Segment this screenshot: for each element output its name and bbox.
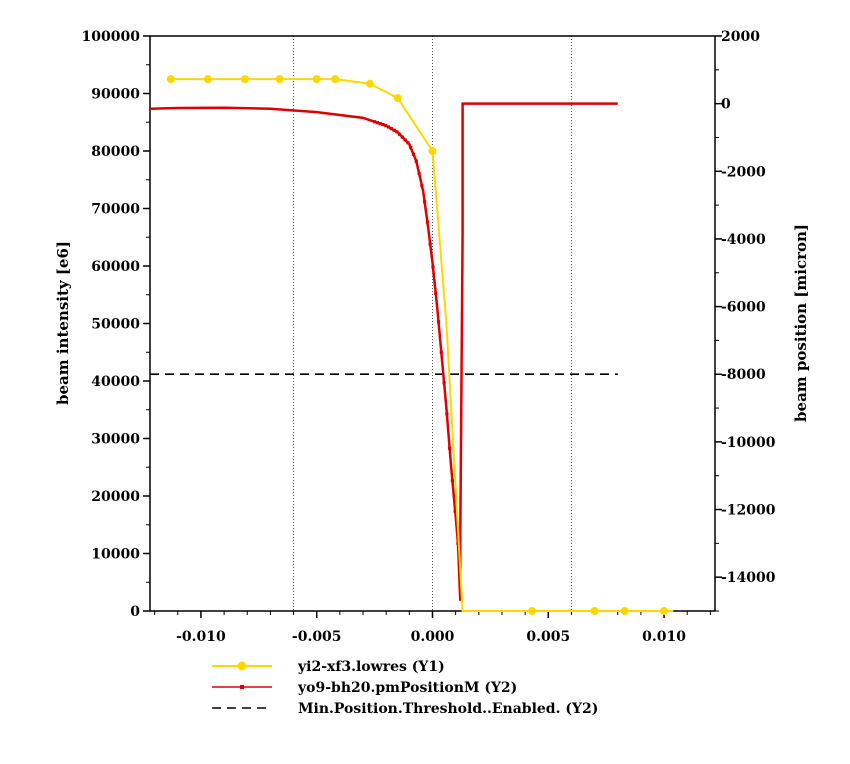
series-layer	[149, 75, 674, 615]
legend-label: yi2-xf3.lowres (Y1)	[297, 659, 445, 675]
x-tick-label: 0.010	[642, 629, 686, 645]
series-position-point	[392, 128, 396, 132]
vertical-gridlines	[293, 36, 572, 611]
series-intensity-point	[331, 75, 340, 84]
series-position-point	[395, 130, 399, 134]
series-position-point	[448, 446, 452, 450]
y2-axis: 2000 0 -2000 -4000 -6000 -8000 -10000 -12000 -14…	[715, 29, 776, 612]
series-position-point	[414, 159, 418, 163]
plot-frame	[149, 35, 716, 612]
y1-tick-label: 20000	[91, 489, 140, 505]
legend-marker	[237, 661, 247, 671]
legend-marker	[240, 685, 244, 689]
series-position-point	[403, 138, 407, 142]
legend-label: yo9-bh20.pmPositionM (Y2)	[297, 680, 517, 696]
series-position-point	[420, 183, 424, 188]
series-position-point	[453, 509, 457, 513]
legend-label: Min.Position.Threshold..Enabled. (Y2)	[298, 701, 598, 717]
x-axis: -0.010 -0.005 0.000 0.005 0.010	[154, 611, 711, 645]
series-position-point	[445, 412, 449, 416]
series-position-point	[384, 123, 388, 128]
series-position-point	[375, 121, 379, 125]
y2-tick-label: 0	[721, 97, 731, 113]
y1-tick-label: 0	[130, 604, 140, 620]
series-position-point	[381, 122, 385, 127]
legend: yi2-xf3.lowres (Y1) yo9-bh20.pmPositionM …	[212, 659, 598, 717]
series-intensity-point	[365, 79, 374, 88]
series-position-point	[386, 125, 391, 129]
y1-tick-label: 10000	[91, 547, 140, 563]
series-position-point	[378, 122, 382, 126]
y1-tick-label: 70000	[91, 202, 140, 218]
series-position-point	[428, 242, 432, 246]
y1-tick-label: 40000	[91, 374, 140, 390]
series-intensity-point	[240, 75, 249, 84]
y1-axis: 0 10000 20000 30000 40000 50000 60000 70000 8000…	[82, 29, 150, 620]
series-intensity-point	[428, 147, 437, 155]
series-position-point	[398, 132, 402, 136]
y2-tick-label: -4000	[721, 232, 766, 248]
series-intensity-point	[275, 75, 284, 84]
y1-tick-label: 90000	[91, 87, 140, 103]
series-position-point	[434, 291, 438, 295]
series-position-point	[411, 152, 416, 156]
series-position-point	[425, 220, 430, 224]
series-position-point	[450, 479, 455, 483]
y2-axis-title: beam position [micron]	[792, 224, 810, 422]
series-intensity-point	[203, 75, 212, 84]
y1-tick-label: 80000	[91, 144, 140, 160]
series-position-line	[149, 102, 618, 601]
x-tick-label: -0.010	[176, 629, 226, 645]
series-position-point	[417, 171, 421, 175]
y1-tick-label: 50000	[91, 317, 140, 333]
y1-tick-label: 30000	[91, 432, 140, 448]
series-position-point	[373, 120, 377, 124]
series-position-point	[442, 381, 446, 385]
x-tick-label: 0.005	[526, 629, 570, 645]
series-position-point	[439, 350, 443, 354]
series-position-point	[389, 127, 393, 131]
series-position-point	[431, 265, 435, 269]
x-tick-label: -0.005	[292, 629, 342, 645]
series-position-point	[409, 146, 413, 150]
y2-tick-label: -14000	[721, 570, 776, 586]
y1-tick-label: 100000	[82, 29, 141, 45]
series-intensity-point	[312, 75, 321, 84]
y2-tick-label: -6000	[721, 300, 766, 316]
y2-tick-label: -10000	[721, 435, 776, 451]
series-position-point	[436, 320, 441, 324]
series-intensity-line	[170, 78, 674, 612]
y2-tick-label: -12000	[721, 503, 776, 519]
y1-axis-title: beam intensity [e6]	[54, 241, 72, 405]
y2-tick-label: -8000	[721, 367, 766, 383]
series-intensity-point	[620, 607, 629, 615]
y1-tick-label: 60000	[91, 259, 140, 275]
y2-tick-label: 2000	[721, 29, 760, 45]
series-position-point	[423, 200, 427, 204]
series-intensity-point	[166, 75, 175, 84]
series-intensity-point	[393, 94, 402, 103]
series-position-point	[400, 135, 404, 139]
series-position-point	[406, 141, 410, 145]
series-intensity-point	[660, 607, 669, 615]
x-tick-label: 0.000	[411, 629, 455, 645]
series-intensity-point	[528, 607, 537, 615]
series-intensity-point	[590, 607, 599, 615]
y2-tick-label: -2000	[721, 164, 766, 180]
